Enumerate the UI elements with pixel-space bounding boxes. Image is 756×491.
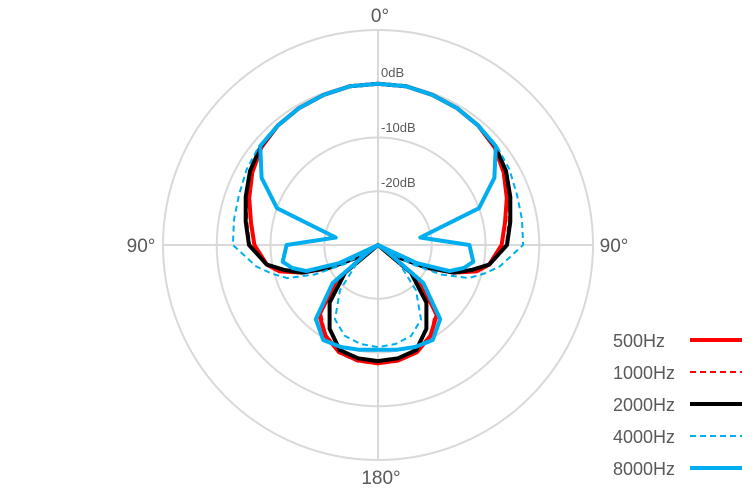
polar-grid	[162, 29, 594, 461]
legend-label-4000hz: 4000Hz	[613, 427, 675, 447]
angle-label-180: 180°	[361, 468, 400, 489]
curve-2000hz	[243, 81, 513, 364]
legend-label-500hz: 500Hz	[613, 331, 665, 351]
angle-labels: 0° 90° 90° 180°	[127, 6, 629, 489]
legend: 500Hz 1000Hz 2000Hz 4000Hz 8000Hz	[613, 331, 742, 479]
angle-label-90-right: 90°	[600, 236, 629, 257]
legend-label-2000hz: 2000Hz	[613, 395, 675, 415]
legend-label-1000hz: 1000Hz	[613, 363, 675, 383]
curve-4000hz	[231, 82, 525, 349]
curve-8000hz	[258, 81, 498, 352]
legend-label-8000hz: 8000Hz	[613, 459, 675, 479]
angle-label-90-left: 90°	[127, 236, 156, 257]
angle-label-0: 0°	[371, 6, 389, 27]
tick-label-0db: 0dB	[381, 65, 404, 80]
tick-label-minus20db: -20dB	[381, 175, 416, 190]
series-curves	[231, 81, 525, 366]
tick-label-minus10db: -10dB	[381, 120, 416, 135]
radial-tick-labels: 0dB -10dB -20dB	[381, 65, 416, 190]
